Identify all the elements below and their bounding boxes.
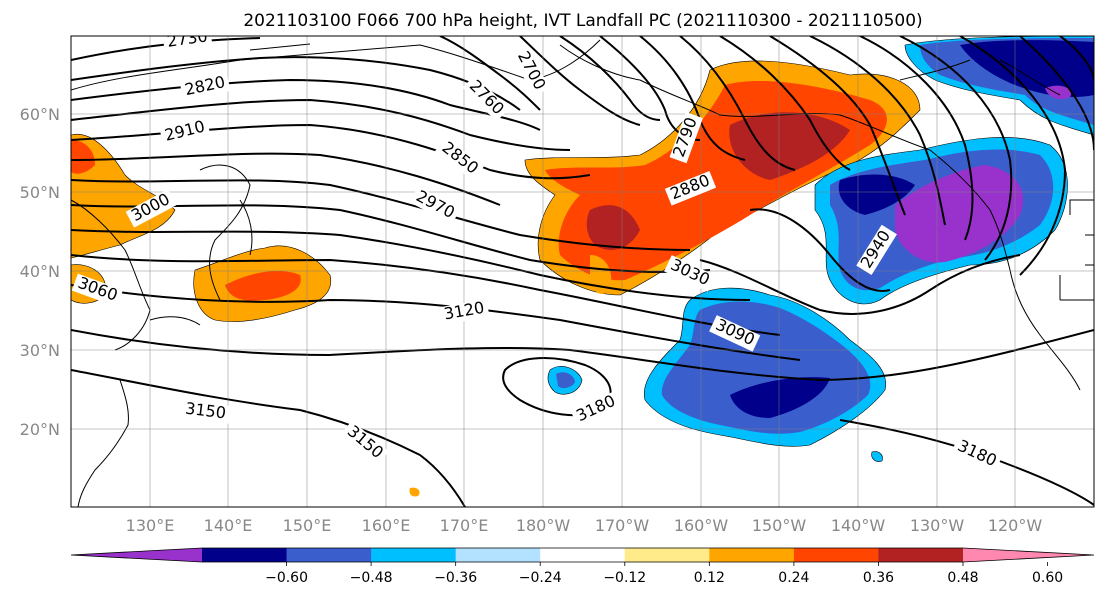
shade-island-blue (556, 372, 575, 389)
latitude-labels: 60°N 50°N 40°N 30°N 20°N (20, 105, 60, 439)
lat-label-20n: 20°N (20, 420, 60, 439)
colorbar-tick-label: −0.24 (519, 570, 562, 586)
colorbar-tick-label: 0.24 (778, 570, 809, 586)
shade-eurasia-red (71, 140, 95, 174)
map-panel: 2730 2820 2910 3000 3060 2700 2760 2850 … (71, 36, 1094, 507)
colorbar-segment (624, 548, 710, 562)
colorbar-segment (202, 548, 288, 562)
lon-label-160w: 160°W (674, 516, 729, 535)
colorbar-extend-low (71, 548, 202, 562)
colorbar: −0.60 −0.48 −0.36 −0.24 −0.12 0.12 0.24 0.36 0.4… (70, 547, 1095, 586)
ivt-negative-shading (547, 36, 1094, 462)
colorbar-tick-label: 0.60 (1032, 570, 1063, 586)
colorbar-tick-label: 0.12 (694, 570, 725, 586)
lon-label-150e: 150°E (283, 516, 332, 535)
lon-label-120w: 120°W (988, 516, 1043, 535)
colorbar-tick-label: −0.12 (603, 570, 646, 586)
shade-ne-darkblue (960, 40, 1094, 97)
lat-label-40n: 40°N (20, 262, 60, 281)
colorbar-segment (371, 548, 457, 562)
shade-pacific-darkred-a (586, 205, 640, 250)
shade-subtrop-blue (661, 301, 871, 434)
lon-label-160e: 160°E (362, 516, 411, 535)
lon-label-170w: 170°W (595, 516, 650, 535)
longitude-labels: 130°E 140°E 150°E 160°E 170°E 180°W 170°… (126, 516, 1043, 535)
colorbar-tick-label: 0.48 (947, 570, 978, 586)
colorbar-segment (540, 548, 626, 562)
shade-small-blue (871, 451, 883, 462)
shade-pacific-orange-b (590, 255, 612, 295)
contour-label-3150-west: 3150 (184, 399, 227, 423)
colorbar-extend-high (963, 548, 1094, 562)
shade-ne-purple (1045, 85, 1071, 100)
lon-label-140w: 140°W (831, 516, 886, 535)
colorbar-tick-label: −0.48 (350, 570, 393, 586)
colorbar-segment (286, 548, 372, 562)
lon-label-130w: 130°W (910, 516, 965, 535)
colorbar-tick-label: −0.36 (434, 570, 477, 586)
shade-small-orange (409, 487, 420, 497)
gridlines (71, 36, 1094, 507)
lon-label-140e: 140°E (204, 516, 253, 535)
shade-subtrop-darkblue (730, 377, 830, 418)
colorbar-outline (70, 547, 1095, 563)
colorbar-segment (878, 548, 964, 562)
lat-label-50n: 50°N (20, 183, 60, 202)
lon-label-130e: 130°E (126, 516, 175, 535)
map-title: 2021103100 F066 700 hPa height, IVT Land… (243, 11, 922, 31)
lon-label-150w: 150°W (752, 516, 807, 535)
shade-coast-purple (895, 165, 1024, 263)
shade-japan-red (225, 270, 301, 301)
map-frame (70, 35, 1095, 508)
lat-label-60n: 60°N (20, 105, 60, 124)
shade-eurasia-orange (71, 133, 176, 259)
colorbar-segment (455, 548, 541, 562)
shade-pacific-darkred-b (729, 112, 850, 180)
lat-label-30n: 30°N (20, 341, 60, 360)
colorbar-tick-label: −0.60 (265, 570, 308, 586)
lon-label-180w: 180°W (516, 516, 571, 535)
colorbar-segment (709, 548, 795, 562)
colorbar-segment (793, 548, 879, 562)
height-contours (71, 36, 1094, 507)
colorbar-tick-label: 0.36 (863, 570, 894, 586)
lon-label-170e: 170°E (440, 516, 489, 535)
